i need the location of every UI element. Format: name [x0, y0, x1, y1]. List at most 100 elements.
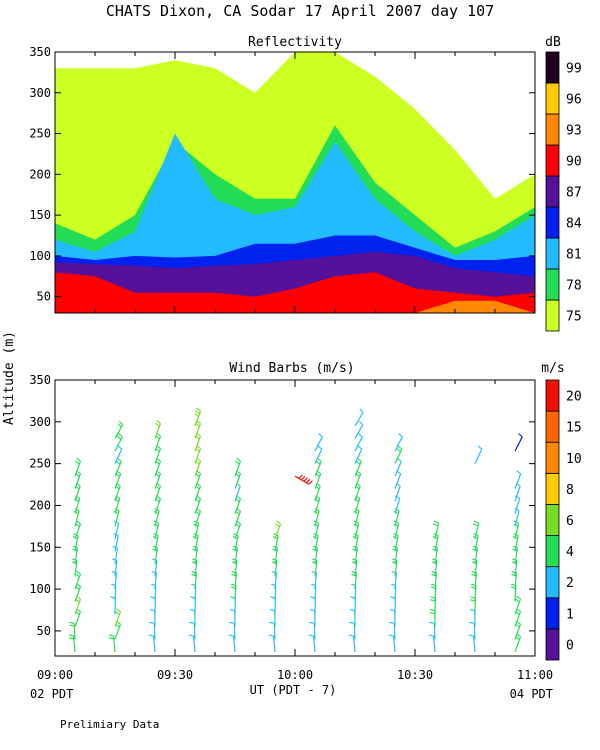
wind-barb-shaft [313, 635, 316, 652]
wind-barb-shaft [434, 573, 437, 590]
wind-barb-tick [512, 545, 518, 549]
wind-barb [149, 621, 156, 640]
wind-colorbar: 0 1 2 4 6 8 10 15 20 [545, 379, 582, 661]
wind-barb-tick [352, 545, 358, 549]
wind-barb-shaft [394, 473, 402, 489]
wind-barb-tick [311, 561, 317, 565]
wind-barb-tick [149, 608, 155, 612]
wind-barb [473, 520, 480, 540]
wind-barb-tick [473, 520, 479, 524]
y-tick-label: 200 [29, 498, 51, 512]
wind-barb-shaft [314, 436, 323, 452]
wind-barb-tick [148, 634, 154, 637]
wind-barb-tick [301, 475, 306, 481]
wind-barb-tick [270, 596, 276, 599]
wind-barb-tick [397, 445, 403, 450]
wind-barb-tick [189, 621, 195, 624]
wind-barb-shaft [153, 635, 156, 652]
wind-barb-tick [268, 634, 274, 637]
wind-barb-tick [116, 457, 122, 462]
wind-barb-tick [190, 596, 196, 599]
wind-barb-tick [354, 507, 360, 512]
wind-barb-tick [389, 621, 395, 624]
wind-barb-tick [108, 637, 114, 640]
wind-barb-tick [69, 624, 75, 627]
wind-barb-tick [117, 445, 123, 450]
wind-barb-tick [514, 507, 520, 512]
wind-barb [229, 621, 236, 640]
wind-barb-tick [355, 460, 361, 465]
wind-title: Wind Barbs (m/s) [229, 361, 354, 376]
y-axis-label: Altitude (m) [2, 331, 17, 425]
wind-barb [194, 407, 202, 427]
reflectivity-colorbar-tick-label: 96 [566, 93, 582, 108]
wind-barb [69, 621, 76, 640]
wind-barb-tick [313, 510, 319, 515]
wind-barb-tick [432, 545, 438, 549]
wind-barb-shaft [473, 623, 476, 640]
wind-barb-shaft [354, 411, 364, 427]
wind-barb-shaft [114, 560, 118, 577]
wind-barb-tick [149, 621, 155, 624]
wind-barb-shaft [314, 448, 323, 464]
reflectivity-colorbar-tick-label: 75 [566, 310, 582, 325]
figure-title: CHATS Dixon, CA Sodar 17 April 2007 day … [106, 2, 494, 20]
wind-barb-tick [235, 460, 240, 465]
wind-barb-tick [228, 634, 234, 637]
wind-barb [112, 545, 119, 565]
wind-barb-tick [388, 634, 394, 637]
wind-barb-tick [231, 561, 237, 565]
wind-barb [394, 445, 403, 464]
wind-barb-tick [273, 533, 279, 537]
wind-barb-tick [76, 570, 81, 575]
wind-barb-shaft [154, 573, 157, 590]
wind-barb-tick [269, 608, 275, 612]
wind-barb-tick [429, 621, 435, 624]
wind-barb-tick [396, 457, 402, 462]
wind-barb-shaft [353, 635, 356, 652]
wind-barb-tick [357, 445, 363, 450]
reflectivity-colorbar-tick-label: 84 [566, 217, 582, 232]
wind-barb-tick [69, 621, 75, 624]
wind-barb-shaft [433, 623, 436, 640]
wind-barb-tick [316, 457, 322, 462]
wind-barb-tick [233, 533, 239, 537]
wind-barb [394, 457, 402, 477]
wind-barb-tick [73, 533, 79, 537]
wind-barb-shaft [514, 498, 521, 514]
wind-barb [154, 420, 162, 439]
wind-barb-tick [269, 621, 275, 624]
x-start-label: 02 PDT [30, 687, 73, 701]
wind-barb [314, 433, 323, 452]
wind-barb [268, 634, 276, 652]
wind-barb [514, 507, 520, 527]
wind-barb-shaft [354, 448, 363, 464]
wind-colorbar-swatch-2 [545, 566, 560, 599]
wind-barb-shaft [354, 461, 362, 477]
wind-barb [188, 634, 196, 652]
wind-barb-tick [477, 445, 483, 450]
wind-barb [429, 621, 436, 640]
wind-barb-tick [68, 634, 74, 637]
wind-barb-shaft [394, 498, 401, 514]
y-tick-label: 150 [29, 540, 51, 554]
wind-barb [114, 420, 124, 439]
wind-colorbar-swatch-4 [545, 535, 560, 568]
wind-barb-tick [153, 510, 159, 515]
y-tick-label: 150 [29, 208, 51, 222]
wind-barb-tick [391, 561, 397, 565]
wind-barb-tick [150, 596, 156, 599]
y-tick-label: 250 [29, 127, 51, 141]
wind-barb [234, 457, 242, 477]
reflectivity-colorbar-swatch-90 [545, 144, 560, 177]
wind-barb-tick [108, 634, 114, 637]
y-tick-label: 50 [37, 290, 51, 304]
wind-barb [189, 621, 196, 640]
wind-barb-tick [518, 433, 523, 438]
wind-colorbar-tick-label: 8 [566, 483, 574, 498]
wind-barb-tick [390, 596, 396, 599]
wind-colorbar-label: m/s [541, 361, 564, 376]
wind-barb-tick [116, 435, 122, 440]
wind-colorbar-swatch-20 [545, 379, 560, 412]
wind-barb-tick [433, 520, 439, 524]
